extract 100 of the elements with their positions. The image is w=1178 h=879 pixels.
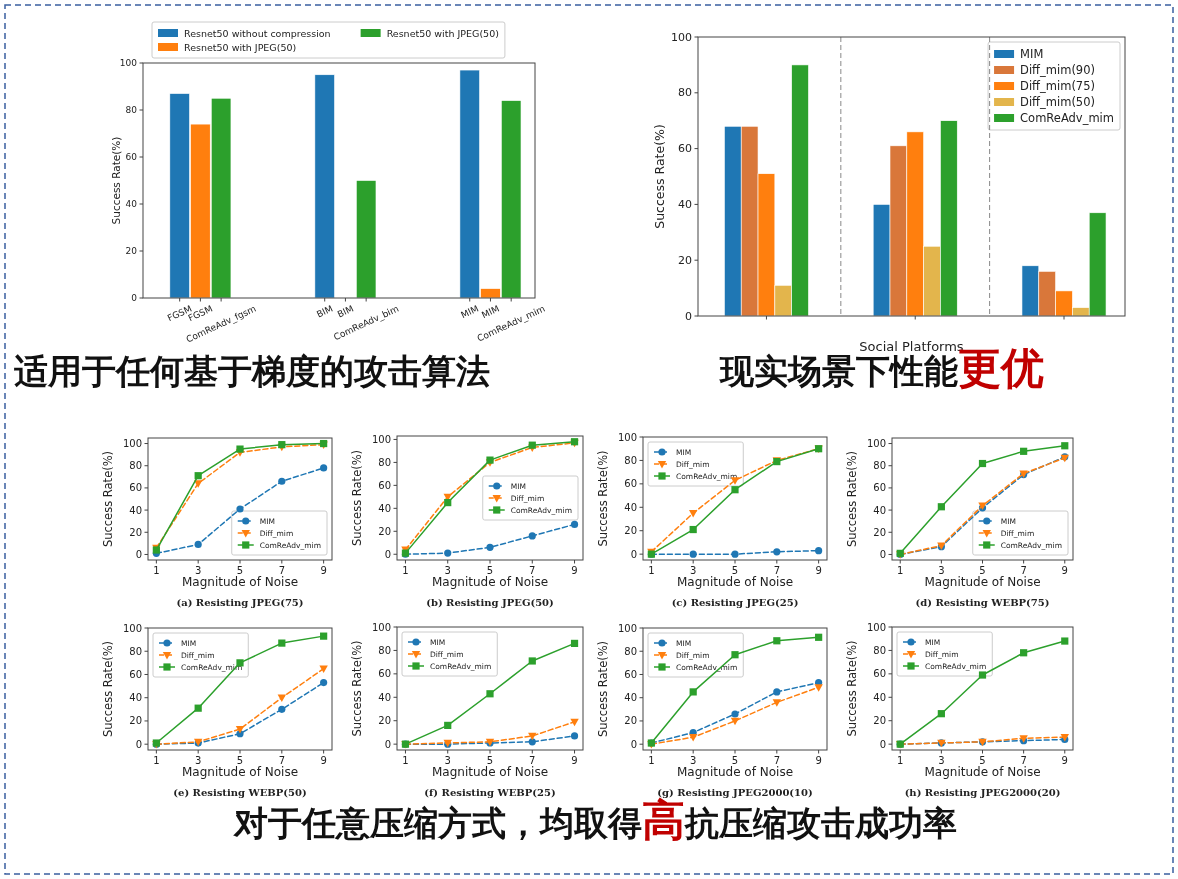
y-tick-label: 0 [384,738,391,750]
text: 抗压缩攻击成功率 [683,803,957,843]
y-tick-label: 40 [378,691,391,703]
y-tick-label: 80 [624,454,637,466]
y-tick-label: 100 [371,621,391,633]
legend-label: Resnet50 without compression [184,27,331,39]
y-tick-label: 80 [378,456,391,468]
x-tick-label: 5 [486,565,494,576]
y-tick-label: 20 [624,715,637,727]
x-tick-label: 5 [979,755,986,766]
y-tick-label: 40 [378,502,391,514]
y-tick-label: 60 [873,668,886,680]
y-tick-label: 20 [873,526,886,538]
x-tick-label: 9 [320,755,327,766]
text: (a) Resisting JPEG(75) [176,597,304,608]
y-axis-title: Success Rate(%) [652,124,667,229]
x-tick-label: 9 [320,565,327,576]
x-tick-label: 1 [153,755,160,766]
x-tick-label: 7 [529,565,536,576]
y-tick-label: 60 [129,482,142,494]
y-tick-label: 0 [879,738,886,750]
x-tick-label: 3 [194,565,202,576]
y-axis-title: Success Rate(%) [101,640,115,738]
y-tick-label: 20 [873,715,886,727]
x-axis-title: Magnitude of Noise [431,575,549,589]
y-tick-label: 40 [125,199,138,209]
y-tick-label: 20 [129,715,142,727]
y-tick-label: 20 [678,253,692,267]
x-tick-label: 1 [402,565,409,576]
x-tick-label: 1 [648,565,655,576]
text: 对于任意压缩方式，均取得 [232,803,642,843]
x-tick-label: 1 [897,755,904,766]
x-tick-label: 5 [731,565,739,576]
y-axis-title: Success Rate(%) [845,640,859,737]
x-tick-label: MIM [459,303,481,321]
y-tick-label: 0 [630,548,637,560]
x-tick-label: 7 [278,565,286,576]
y-tick-label: 80 [873,460,886,472]
x-tick-label: 3 [938,565,945,576]
text: (c) Resisting JPEG(25) [671,597,799,608]
y-axis-title: Success Rate(%) [596,640,610,738]
text: (d) Resisting WEBP(75) [915,597,1050,608]
x-tick-label: 5 [486,755,494,766]
y-tick-label: 60 [678,142,692,156]
y-tick-label: 40 [873,691,886,703]
y-tick-label: 60 [378,479,391,491]
y-axis-title: Success Rate(%) [350,640,364,737]
x-tick-label: 3 [689,565,697,576]
y-tick-label: 20 [378,525,391,537]
legend-label: Diff_mim(90) [1020,63,1095,77]
y-tick-label: 20 [129,526,142,538]
legend-label: Diff_mim(75) [1020,79,1095,93]
y-tick-label: 20 [624,525,637,537]
y-tick-label: 60 [624,478,637,490]
legend-label: Resnet50 with JPEG(50) [184,41,297,53]
y-axis-title: Success Rate(%) [350,449,364,547]
x-tick-label: BIM [315,303,335,320]
x-tick-label: 3 [444,565,451,576]
y-tick-label: 0 [630,738,637,750]
y-tick-label: 80 [125,105,138,115]
y-tick-label: 60 [624,668,637,680]
x-tick-label: 1 [153,565,160,576]
y-tick-label: 20 [125,246,138,256]
y-tick-label: 100 [617,622,637,634]
legend-label: Diff_mim(50) [1020,95,1095,109]
x-tick-label: 1 [648,755,655,766]
x-axis-title: Magnitude of Noise [676,765,794,779]
y-tick-label: 100 [866,621,886,633]
y-tick-label: 80 [129,460,142,472]
text: (h) Resisting JPEG2000(20) [904,787,1061,798]
x-axis-title: Magnitude of Noise [181,575,299,589]
x-tick-label: 5 [731,755,739,766]
x-tick-label: 7 [773,565,781,576]
y-tick-label: 0 [135,738,142,750]
y-tick-label: 60 [129,668,142,680]
y-axis-title: Success Rate(%) [596,450,610,547]
y-tick-label: 80 [873,644,886,656]
y-tick-label: 100 [866,438,886,450]
y-tick-label: 0 [131,293,138,303]
y-tick-label: 100 [617,431,637,443]
y-tick-label: 60 [873,482,886,494]
y-tick-label: 80 [378,644,391,656]
x-axis-title: Magnitude of Noise [676,575,794,589]
legend-label: MIM [1020,47,1044,61]
x-tick-label: 5 [236,565,244,576]
y-axis-title: Success Rate(%) [110,136,122,225]
y-tick-label: 20 [378,715,391,727]
y-tick-label: 80 [678,86,692,100]
y-tick-label: 40 [624,692,637,704]
y-tick-label: 100 [371,433,391,445]
text: 高 [641,796,685,845]
x-tick-label: 3 [689,755,697,766]
y-tick-label: 0 [685,309,692,323]
legend-label: ComReAdv_mim [1020,111,1114,125]
y-axis-title: Success Rate(%) [845,450,859,548]
text: (f) Resisting WEBP(25) [424,787,556,798]
y-tick-label: 100 [119,58,138,68]
y-tick-label: 40 [129,692,142,704]
x-tick-label: 7 [278,755,286,766]
text: 现实场景下性能 [718,351,958,391]
